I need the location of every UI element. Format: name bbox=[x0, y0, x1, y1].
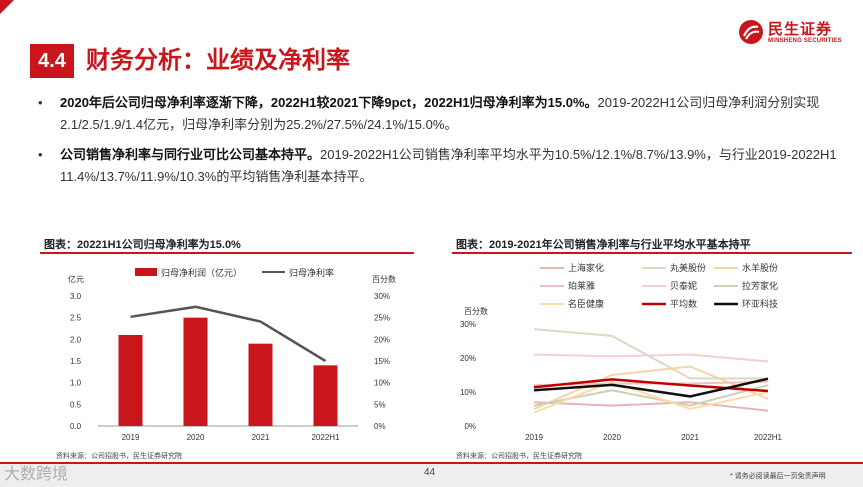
bar-profit bbox=[118, 335, 143, 426]
series-line bbox=[533, 380, 769, 414]
bullet-bold-text: 2020年后公司归母净利率逐渐下降，2022H1较2021下降9pct，2022… bbox=[60, 95, 598, 110]
y2-tick-label: 25% bbox=[374, 314, 390, 323]
y2-tick-label: 5% bbox=[374, 400, 386, 409]
x-tick-label: 2021 bbox=[681, 433, 699, 442]
y2-tick-label: 30% bbox=[374, 292, 390, 301]
bullet-item: • 公司销售净利率与同行业可比公司基本持平。2019-2022H1公司销售净利率… bbox=[38, 144, 838, 188]
x-tick-label: 2020 bbox=[187, 433, 205, 442]
y-tick-label: 1.5 bbox=[70, 357, 82, 366]
legend-label: 名臣健康 bbox=[568, 298, 604, 309]
series-line bbox=[533, 353, 769, 363]
y-tick-label: 1.0 bbox=[70, 379, 82, 388]
x-tick-label: 2019 bbox=[525, 433, 543, 442]
minsheng-logo-icon bbox=[739, 20, 763, 44]
right-chart-divider bbox=[452, 252, 852, 254]
y-tick-label: 20% bbox=[460, 354, 476, 363]
bar-profit bbox=[248, 343, 273, 426]
logo-text-en: MINSHENG SECURITIES bbox=[768, 38, 842, 44]
y-tick-label: 2.0 bbox=[70, 335, 82, 344]
x-tick-label: 2022H1 bbox=[311, 433, 340, 442]
legend-swatch-bar bbox=[135, 268, 157, 276]
y-tick-label: 0.5 bbox=[70, 400, 82, 409]
logo-text-cn: 民生证券 bbox=[768, 21, 833, 38]
x-tick-label: 2020 bbox=[603, 433, 621, 442]
bullet-dot-icon: • bbox=[38, 147, 43, 162]
bar-profit bbox=[183, 317, 208, 426]
x-tick-label: 2019 bbox=[122, 433, 140, 442]
legend-label: 归母净利润（亿元） bbox=[161, 267, 242, 278]
y-tick-label: 0% bbox=[464, 422, 476, 431]
bar-profit bbox=[313, 365, 338, 426]
bullet-text: 2019-2022H1公司归母净利润分别实现2.1/2.5/1.9/1.4亿元，… bbox=[60, 95, 820, 132]
disclaimer: * 请务必阅读最后一页免责声明 bbox=[730, 473, 826, 480]
series-line bbox=[533, 401, 769, 412]
legend-label: 上海家化 bbox=[568, 262, 604, 273]
y2-tick-label: 0% bbox=[374, 422, 386, 431]
bullet-list: • 2020年后公司归母净利率逐渐下降，2022H1较2021下降9pct，20… bbox=[38, 92, 838, 196]
page-number: 44 bbox=[424, 467, 436, 478]
section-number-badge: 4.4 bbox=[30, 44, 74, 78]
minsheng-logo: 民生证券 MINSHENG SECURITIES bbox=[738, 16, 856, 52]
corner-accent bbox=[0, 0, 14, 14]
legend-label: 归母净利率 bbox=[289, 267, 334, 278]
bullet-text: 2019-2022H1公司销售净利率平均水平为10.5%/12.1%/8.7%/… bbox=[60, 147, 837, 184]
legend-label: 水羊股份 bbox=[742, 262, 778, 273]
y-tick-label: 0.0 bbox=[70, 422, 82, 431]
y2-axis-title: 百分数 bbox=[372, 274, 396, 284]
legend-label: 环亚科技 bbox=[742, 298, 778, 309]
y-tick-label: 2.5 bbox=[70, 314, 82, 323]
right-chart-title: 图表：2019-2021年公司销售净利率与行业平均水平基本持平 bbox=[456, 239, 751, 251]
legend-label: 平均数 bbox=[670, 298, 697, 309]
footer-red-line bbox=[0, 462, 863, 464]
y-axis-title: 百分数 bbox=[464, 306, 488, 316]
page-title: 财务分析：业绩及净利率 bbox=[86, 47, 350, 74]
series-line bbox=[533, 328, 768, 380]
y2-tick-label: 15% bbox=[374, 357, 390, 366]
bullet-bold-text: 公司销售净利率与同行业可比公司基本持平。 bbox=[60, 147, 321, 162]
legend-label: 拉芳家化 bbox=[742, 280, 778, 291]
bullet-item: • 2020年后公司归母净利率逐渐下降，2022H1较2021下降9pct，20… bbox=[38, 92, 838, 136]
line-net-margin bbox=[130, 305, 327, 363]
legend-label: 贝泰妮 bbox=[670, 280, 697, 291]
footer-bar bbox=[0, 462, 863, 487]
y2-tick-label: 20% bbox=[374, 335, 390, 344]
y-tick-label: 10% bbox=[460, 388, 476, 397]
y2-tick-label: 10% bbox=[374, 379, 390, 388]
legend-label: 丸美股份 bbox=[670, 262, 706, 273]
bullet-dot-icon: • bbox=[38, 95, 43, 110]
right-chart-source: 资料来源：公司招股书，民生证券研究院 bbox=[456, 453, 582, 460]
legend-label: 珀莱雅 bbox=[568, 280, 595, 291]
left-chart-title: 图表：20221H1公司归母净利率为15.0% bbox=[44, 239, 241, 251]
series-line bbox=[533, 377, 769, 398]
watermark: 大数跨境 bbox=[4, 466, 69, 483]
left-chart-source: 资料来源：公司招股书，民生证券研究院 bbox=[56, 453, 182, 460]
left-chart-divider bbox=[40, 252, 414, 254]
y-tick-label: 30% bbox=[460, 320, 476, 329]
y-tick-label: 3.0 bbox=[70, 292, 82, 301]
x-tick-label: 2021 bbox=[252, 433, 270, 442]
x-tick-label: 2022H1 bbox=[754, 433, 783, 442]
y-axis-title: 亿元 bbox=[68, 274, 84, 284]
